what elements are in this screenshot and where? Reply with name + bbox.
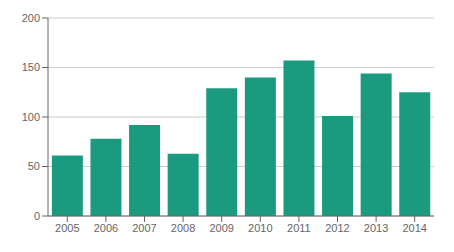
svg-text:100: 100 [22,111,40,123]
svg-text:50: 50 [28,160,40,172]
svg-text:2013: 2013 [364,222,388,234]
svg-text:2005: 2005 [55,222,79,234]
svg-text:2012: 2012 [325,222,349,234]
svg-text:2009: 2009 [209,222,233,234]
svg-text:0: 0 [34,210,40,222]
svg-text:2006: 2006 [94,222,118,234]
svg-text:200: 200 [22,12,40,24]
svg-text:2011: 2011 [287,222,311,234]
svg-text:150: 150 [22,61,40,73]
svg-text:2007: 2007 [132,222,156,234]
svg-text:2008: 2008 [171,222,195,234]
svg-text:2010: 2010 [248,222,272,234]
svg-text:2014: 2014 [402,222,426,234]
